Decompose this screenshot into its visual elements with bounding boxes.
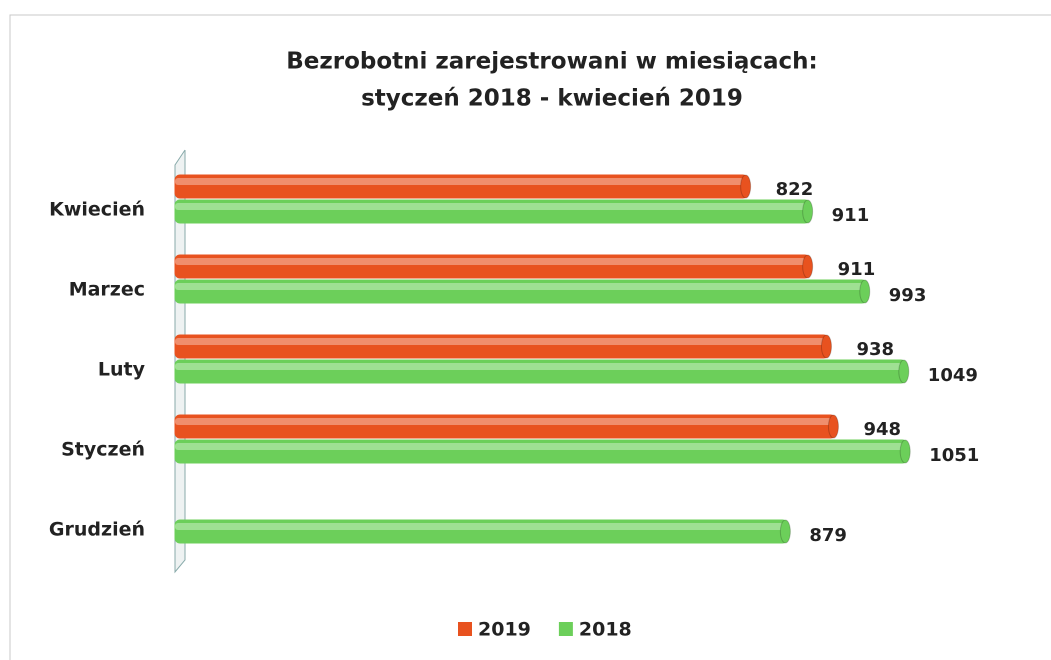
data-label: 948 — [863, 419, 901, 440]
data-label: 911 — [832, 205, 870, 226]
data-label: 1049 — [928, 365, 978, 386]
data-label: 911 — [838, 259, 876, 280]
bar-shine — [175, 258, 806, 265]
data-label: 938 — [856, 339, 894, 360]
legend-swatch — [458, 622, 472, 636]
bar-shine — [175, 418, 832, 425]
bar-shine — [175, 203, 806, 210]
chart-title: styczeń 2018 - kwiecień 2019 — [361, 86, 743, 112]
bar-cap — [740, 174, 752, 199]
bar-cap — [859, 279, 871, 304]
data-label: 993 — [889, 285, 927, 306]
chart-title: Bezrobotni zarejestrowani w miesiącach: — [286, 49, 818, 75]
data-label: 879 — [809, 525, 847, 546]
y-tick-label: Marzec — [69, 279, 145, 301]
data-label: 822 — [776, 179, 814, 200]
legend-swatch — [558, 622, 573, 636]
bar-shine — [175, 443, 904, 450]
y-tick-label: Kwiecień — [49, 199, 145, 221]
legend-label: 2019 — [478, 619, 531, 641]
bar-cap — [779, 519, 791, 544]
data-label: 1051 — [929, 445, 979, 466]
frame — [9, 14, 1051, 660]
bar-cap — [827, 414, 839, 439]
bar-cap — [899, 439, 911, 464]
bar-shine — [175, 363, 902, 370]
y-tick-label: Grudzień — [49, 519, 145, 541]
bar-cap — [898, 359, 910, 384]
bar-cap — [820, 334, 832, 359]
bar-shine — [175, 523, 784, 530]
bar-shine — [175, 338, 825, 345]
y-tick-label: Styczeń — [61, 439, 145, 461]
y-tick-label: Luty — [98, 359, 146, 381]
bar-shine — [175, 178, 744, 185]
bar-shine — [175, 283, 863, 290]
legend-label: 2018 — [579, 619, 632, 641]
bar-cap — [802, 254, 814, 279]
bar-cap — [802, 199, 814, 224]
